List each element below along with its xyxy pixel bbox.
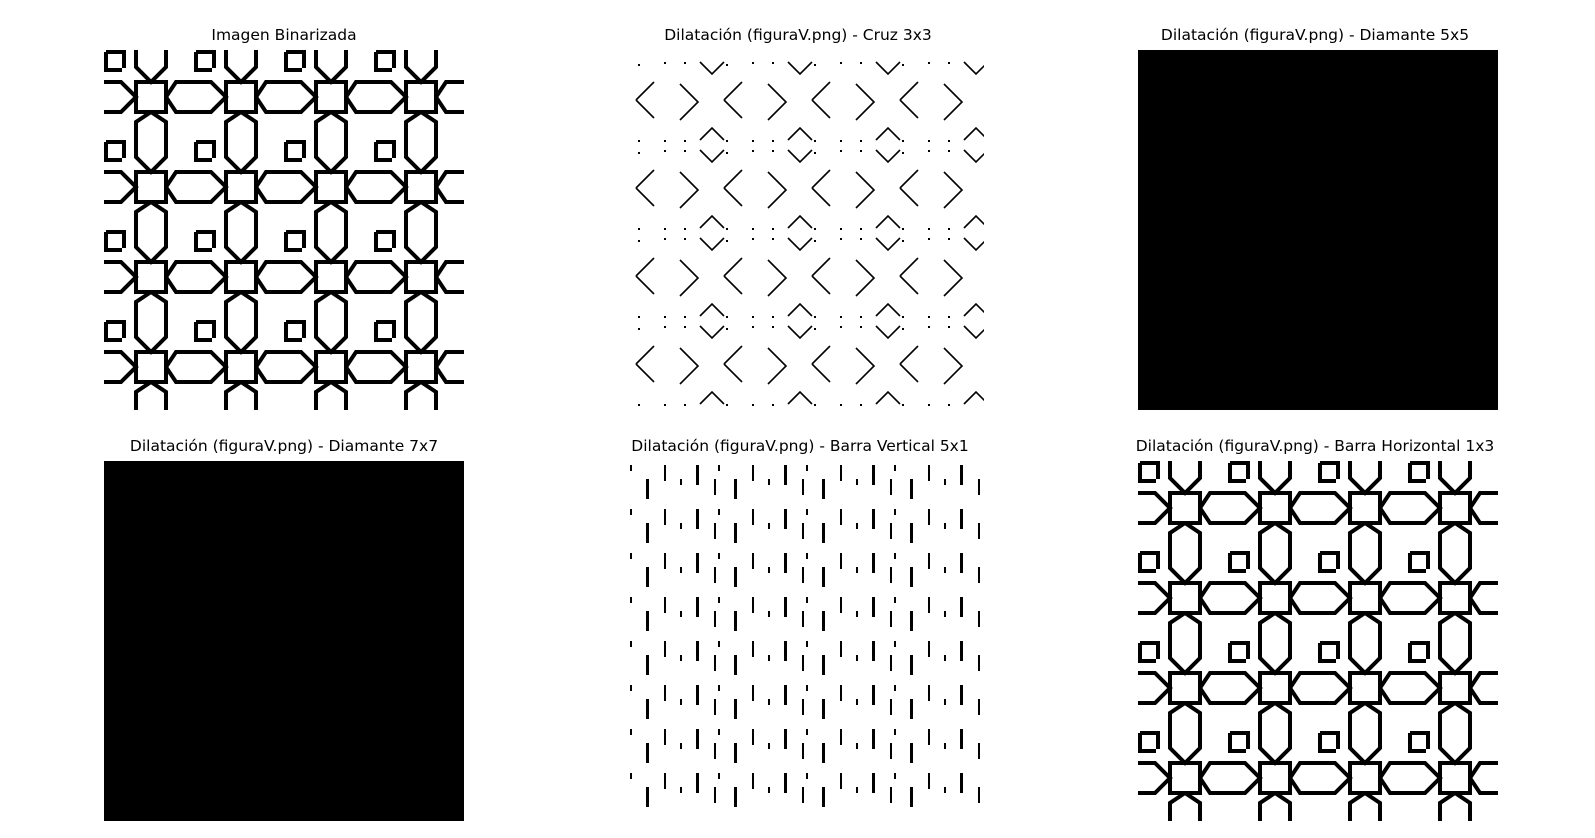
panel-title: Imagen Binarizada xyxy=(211,26,357,44)
pattern-lines xyxy=(630,465,980,807)
dilation-cross-image xyxy=(635,61,984,406)
solid-fill xyxy=(104,461,464,821)
panel-title: Dilatación (figuraV.png) - Diamante 7x7 xyxy=(129,437,439,455)
dilation-hbar-image xyxy=(1138,461,1498,821)
binarized-image xyxy=(104,50,464,410)
panel-title: Dilatación (figuraV.png) - Cruz 3x3 xyxy=(664,26,932,44)
dilation-diamond7-image xyxy=(104,461,464,821)
panel-title: Dilatación (figuraV.png) - Barra Vertica… xyxy=(631,437,969,455)
dilation-vbar-image xyxy=(630,465,980,807)
dilation-diamond5-image xyxy=(1138,50,1498,410)
panel-title: Dilatación (figuraV.png) - Barra Horizon… xyxy=(1135,437,1495,455)
solid-fill xyxy=(1138,50,1498,410)
pattern-lines xyxy=(635,61,984,406)
panel-title: Dilatación (figuraV.png) - Diamante 5x5 xyxy=(1160,26,1470,44)
pattern-lines xyxy=(1138,461,1498,821)
pattern-lines xyxy=(104,50,464,410)
